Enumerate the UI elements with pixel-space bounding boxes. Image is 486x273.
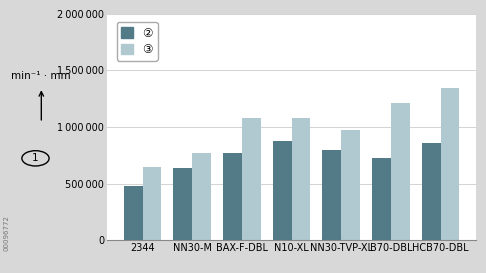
Bar xyxy=(124,186,142,240)
Bar xyxy=(273,141,292,240)
Bar xyxy=(391,103,410,240)
Bar xyxy=(341,130,360,240)
Bar xyxy=(292,118,311,240)
Text: 00096772: 00096772 xyxy=(4,215,10,251)
Bar xyxy=(223,153,242,240)
Bar xyxy=(174,168,192,240)
Bar xyxy=(192,153,211,240)
Bar xyxy=(422,143,441,240)
Text: min⁻¹ · mm: min⁻¹ · mm xyxy=(12,72,71,81)
Bar xyxy=(142,167,161,240)
Bar xyxy=(441,88,459,240)
Text: 1: 1 xyxy=(32,153,39,163)
Bar xyxy=(242,118,261,240)
Bar xyxy=(322,150,341,240)
Bar xyxy=(372,158,391,240)
Legend: ②, ③: ②, ③ xyxy=(117,22,158,61)
